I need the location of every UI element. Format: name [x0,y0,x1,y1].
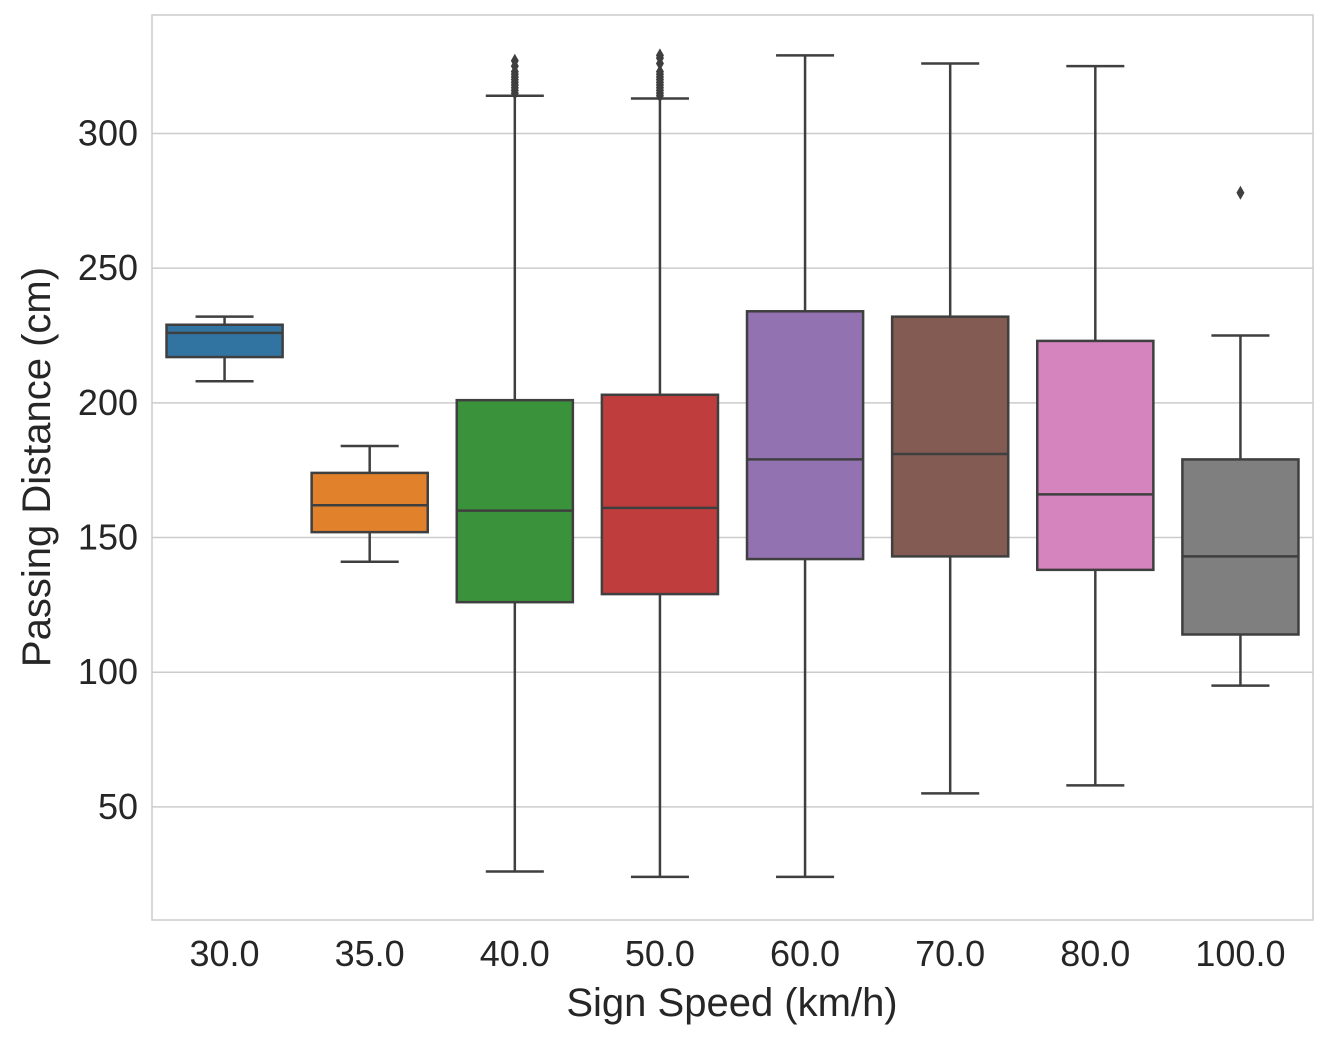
box-group [165,315,284,383]
x-tick-label: 80.0 [1060,933,1130,974]
outlier-point [510,53,519,68]
y-tick-label: 250 [78,247,138,288]
y-tick-label: 100 [78,651,138,692]
x-axis-label: Sign Speed (km/h) [566,981,897,1025]
y-tick-label: 200 [78,382,138,423]
box-iqr [165,323,284,359]
y-tick-label: 300 [78,113,138,154]
box-group [745,54,865,879]
box-iqr [455,398,575,604]
box-group [1181,185,1300,687]
x-tick-label: 35.0 [335,933,405,974]
x-tick-label: 70.0 [915,933,985,974]
x-tick-label: 30.0 [190,933,260,974]
box-group [1036,64,1155,787]
box-iqr [600,393,720,596]
box-group [455,53,575,873]
grid-lines [152,132,1313,808]
box-group [600,48,720,879]
plot-area-frame [151,14,1314,921]
x-tick-label: 100.0 [1195,933,1285,974]
y-tick-label: 50 [98,786,138,827]
y-tick-label: 150 [78,517,138,558]
y-axis-ticks: 50 100 150 200 250 300 [78,113,138,827]
x-axis-ticks: 30.0 35.0 40.0 50.0 60.0 70.0 80.0 100.0 [190,933,1286,974]
box-group [310,444,429,564]
x-tick-label: 40.0 [480,933,550,974]
box-iqr [1036,339,1155,572]
outlier-point [655,48,664,63]
x-tick-label: 60.0 [770,933,840,974]
box-iqr [310,471,429,534]
outlier-point [1236,185,1245,200]
box-iqr [745,310,865,561]
box-iqr [1181,458,1300,636]
box-series [165,48,1300,879]
box-iqr [890,315,1010,558]
box-group [890,62,1010,795]
outlier-point [655,64,664,79]
y-axis-label: Passing Distance (cm) [15,267,59,667]
x-tick-label: 50.0 [625,933,695,974]
